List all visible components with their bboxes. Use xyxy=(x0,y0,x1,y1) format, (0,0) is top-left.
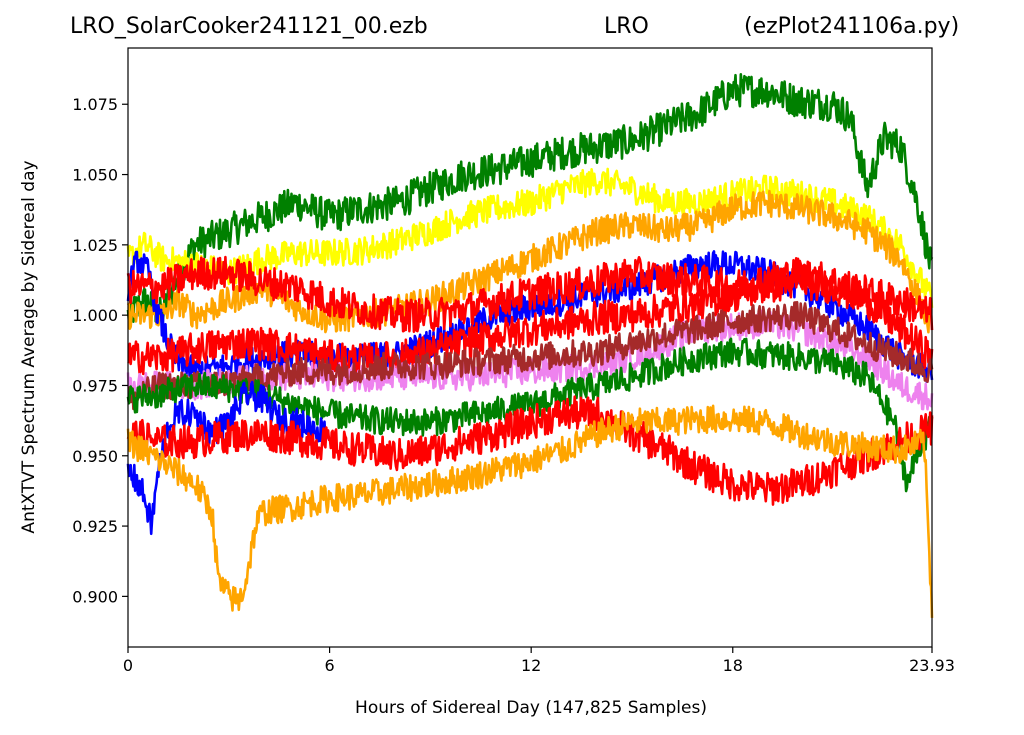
x-tick-label: 12 xyxy=(521,656,541,675)
x-tick-label: 0 xyxy=(123,656,133,675)
y-tick-label: 0.950 xyxy=(72,447,118,466)
series-line-1 xyxy=(126,73,934,324)
y-tick-label: 0.925 xyxy=(72,517,118,536)
y-axis-label: AntXTVT Spectrum Average by Sidereal day xyxy=(19,160,39,533)
x-axis-label: Hours of Sidereal Day (147,825 Samples) xyxy=(355,698,707,718)
series-line-8 xyxy=(126,300,934,411)
series-line-11 xyxy=(126,395,934,506)
series-line-6 xyxy=(127,266,934,378)
y-tick-label: 1.050 xyxy=(72,166,118,185)
y-tick-label: 0.900 xyxy=(72,587,118,606)
x-tick-label: 23.93 xyxy=(909,656,955,675)
y-tick-label: 1.075 xyxy=(72,95,118,114)
plot-lines xyxy=(126,73,934,618)
y-tick-label: 1.025 xyxy=(72,236,118,255)
y-tick-label: 0.975 xyxy=(72,376,118,395)
series-line-3 xyxy=(126,189,933,334)
x-axis: 0 6 12 18 23.93 xyxy=(123,647,955,675)
series-line-5 xyxy=(126,255,934,334)
series-line-12 xyxy=(126,404,934,618)
x-tick-label: 18 xyxy=(723,656,743,675)
series-line-2 xyxy=(126,167,934,308)
x-tick-label: 6 xyxy=(324,656,334,675)
chart-title-left: LRO_SolarCooker241121_00.ezb xyxy=(70,14,428,39)
chart-title-right: (ezPlot241106a.py) xyxy=(744,14,960,39)
chart-title-center: LRO xyxy=(604,14,649,39)
y-tick-label: 1.000 xyxy=(72,306,118,325)
y-axis: 0.900 0.925 0.950 0.975 1.000 1.025 1.050 1.075 xyxy=(72,95,128,606)
plot-frame xyxy=(127,47,933,648)
